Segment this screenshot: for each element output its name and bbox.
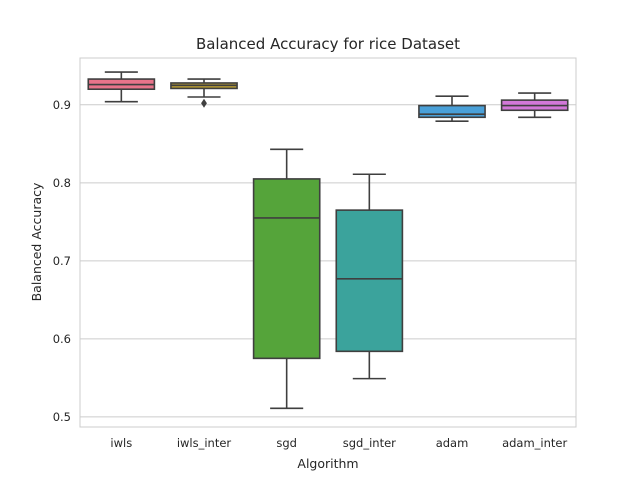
box-adam_inter <box>500 92 569 119</box>
x-axis-label: Algorithm <box>297 456 358 471</box>
y-tick-label: 0.9 <box>53 98 71 112</box>
x-tick-label: iwls <box>110 436 132 450</box>
box-iqr <box>252 178 321 360</box>
y-tick-label: 0.5 <box>53 410 71 424</box>
plot-frame <box>79 57 577 428</box>
grid-lines <box>80 104 576 418</box>
chart-title: Balanced Accuracy for rice Dataset <box>196 35 460 53</box>
box-iqr <box>335 209 404 353</box>
y-tick-label: 0.7 <box>53 254 71 268</box>
y-tick-label: 0.8 <box>53 176 71 190</box>
outlier-point <box>201 98 207 108</box>
box-sgd_inter <box>335 173 404 380</box>
y-axis-label: Balanced Accuracy <box>29 182 44 301</box>
x-tick-labels: iwls iwls_inter sgd sgd_inter adam adam_inter <box>110 436 567 450</box>
y-tick-label: 0.6 <box>53 332 71 346</box>
plot-area <box>80 58 576 427</box>
x-tick-label: iwls_inter <box>177 436 232 450</box>
box-sgd <box>252 148 321 410</box>
box-iwls <box>87 71 156 103</box>
box-iqr <box>418 104 486 119</box>
x-tick-label: sgd <box>276 436 297 450</box>
x-tick-label: sgd_inter <box>343 436 396 450</box>
box-adam <box>418 95 486 122</box>
x-tick-label: adam_inter <box>502 436 567 450</box>
x-tick-label: adam <box>436 436 469 450</box>
box-iwls_inter <box>170 78 238 108</box>
y-tick-labels: 0.5 0.6 0.7 0.8 0.9 <box>53 98 71 424</box>
boxes <box>87 71 569 410</box>
